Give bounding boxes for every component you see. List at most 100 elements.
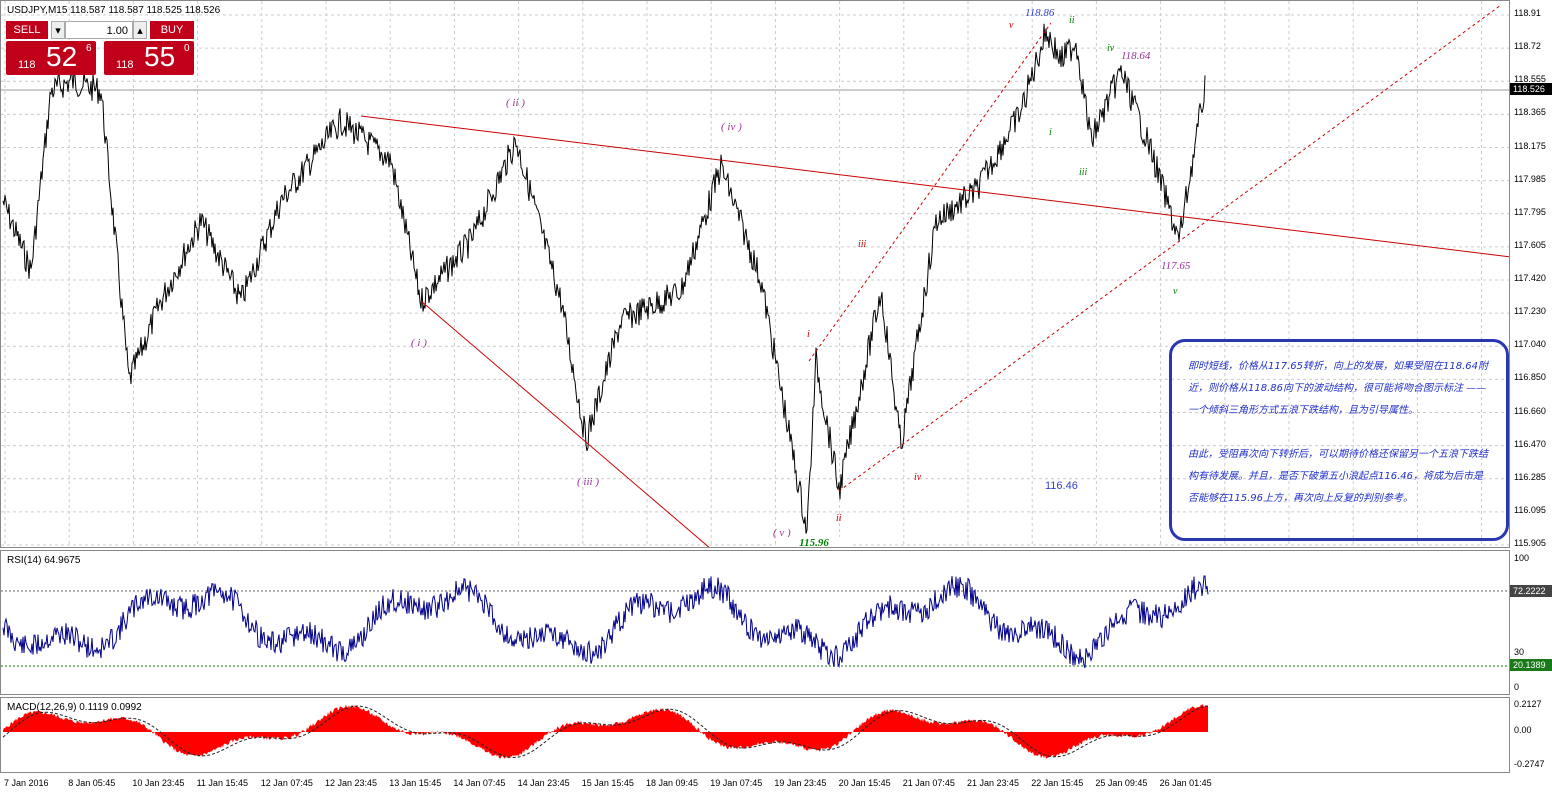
analysis-note: 即时短线，价格从117.65转折，向上的发展，如果受阻在118.64附近，则价格… <box>1169 339 1509 541</box>
current-price-tag: 118.526 <box>1510 83 1552 95</box>
wedge-lower-trendline <box>420 300 710 547</box>
price-tick-label: 118.72 <box>1514 41 1541 52</box>
price-label-116-46: 116.46 <box>1045 480 1078 492</box>
buy-price-box[interactable]: 118 55 0 <box>104 41 194 75</box>
sell-button[interactable]: SELL <box>6 21 48 39</box>
analysis-note-para-2: 由此，受阻再次向下转折后，可以期待价格还保留另一个五浪下跌结构有待发展。并且，是… <box>1188 449 1488 504</box>
price-label-high: 118.86 <box>1025 7 1055 19</box>
buy-price-main: 55 <box>144 41 176 72</box>
price-chart[interactable] <box>1 1 1510 548</box>
buy-button[interactable]: BUY <box>150 21 194 39</box>
wave-label-v: ( v ) <box>773 527 791 539</box>
green-label-iv: iv <box>1107 43 1115 54</box>
wave-label-i: ( i ) <box>411 337 427 349</box>
time-tick-label: 19 Jan 23:45 <box>774 778 827 788</box>
time-tick-label: 10 Jan 23:45 <box>132 778 185 788</box>
green-label-v: v <box>1173 286 1178 297</box>
green-label-ii: ii <box>1069 15 1075 26</box>
price-chart-pane[interactable]: USDJPY,M15 118.587 118.587 118.525 118.5… <box>0 0 1510 548</box>
rsi-low-level-tag: 20.1389 <box>1510 659 1552 671</box>
time-tick-label: 11 Jan 15:45 <box>196 778 248 788</box>
one-click-trading-panel: SELL ▾ 1.00 ▴ BUY 118 52 6 118 55 0 <box>6 21 194 77</box>
price-label-118-64: 118.64 <box>1121 50 1151 62</box>
price-tick-label: 117.605 <box>1514 239 1546 250</box>
rsi-axis: 100 30 0 <box>1510 550 1552 695</box>
red-label-v: v <box>1009 20 1014 31</box>
price-tick-label: 118.365 <box>1514 107 1546 118</box>
time-tick-label: 22 Jan 15:45 <box>1031 778 1084 788</box>
macd-axis: 0.2127 0.00 -0.2747 <box>1510 697 1552 773</box>
wedge-upper-trendline <box>360 115 1509 258</box>
channel-line-1 <box>808 22 1052 362</box>
volume-up-icon[interactable]: ▴ <box>133 21 147 39</box>
sell-price-sup: 6 <box>86 43 92 54</box>
time-tick-label: 25 Jan 09:45 <box>1095 778 1148 788</box>
green-label-i: i <box>1049 127 1052 138</box>
price-tick-label: 116.850 <box>1514 372 1546 383</box>
rsi-pane[interactable]: RSI(14) 64.9675 <box>0 550 1510 695</box>
time-tick-label: 13 Jan 15:45 <box>389 778 442 788</box>
price-series-line <box>2 23 1206 534</box>
channel-line-2 <box>838 4 1502 492</box>
rsi-chart <box>1 575 1509 669</box>
red-label-i: i <box>807 329 810 340</box>
price-tick-label: 117.985 <box>1514 173 1546 184</box>
rsi-title: RSI(14) 64.9675 <box>7 555 81 566</box>
macd-chart <box>2 704 1209 759</box>
price-tick-label: 118.175 <box>1514 140 1546 151</box>
time-tick-label: 26 Jan 01:45 <box>1159 778 1212 788</box>
price-tick-label: 116.660 <box>1514 405 1546 416</box>
chart-title: USDJPY,M15 118.587 118.587 118.525 118.5… <box>7 5 221 16</box>
red-label-ii: ii <box>836 513 842 524</box>
buy-price-prefix: 118 <box>116 59 134 71</box>
macd-axis-top: 0.2127 <box>1514 699 1542 709</box>
time-tick-label: 18 Jan 09:45 <box>646 778 699 788</box>
time-tick-label: 19 Jan 07:45 <box>710 778 763 788</box>
macd-pane[interactable]: MACD(12,26,9) 0.1119 0.0992 <box>0 697 1510 773</box>
rsi-axis-top: 100 <box>1514 553 1530 563</box>
macd-axis-bottom: -0.2747 <box>1514 759 1545 769</box>
wave-label-ii: ( ii ) <box>506 97 525 109</box>
wave-label-iii: ( iii ) <box>577 476 599 488</box>
price-tick-label: 116.470 <box>1514 438 1546 449</box>
sell-price-box[interactable]: 118 52 6 <box>6 41 96 75</box>
red-label-iii: iii <box>858 239 867 250</box>
green-label-iii: iii <box>1079 167 1088 178</box>
macd-histogram <box>3 704 1208 759</box>
price-tick-label: 118.555 <box>1514 74 1546 85</box>
analysis-note-para-1: 即时短线，价格从117.65转折，向上的发展，如果受阻在118.64附近，则价格… <box>1188 361 1488 416</box>
red-label-iv: iv <box>914 472 922 483</box>
rsi-axis-bottom: 0 <box>1514 682 1520 692</box>
price-axis[interactable]: 118.91 118.72 118.555 118.365 118.175 117.985… <box>1510 0 1552 548</box>
rsi-line <box>2 575 1209 669</box>
wave-label-iv: ( iv ) <box>721 121 742 133</box>
time-tick-label: 15 Jan 15:45 <box>581 778 634 788</box>
rsi-axis-mid: 30 <box>1514 647 1525 657</box>
time-tick-label: 21 Jan 23:45 <box>967 778 1020 788</box>
time-tick-label: 21 Jan 07:45 <box>902 778 955 788</box>
time-tick-label: 12 Jan 07:45 <box>260 778 313 788</box>
time-axis[interactable]: 7 Jan 2016 8 Jan 05:45 10 Jan 23:45 11 Jan … <box>0 775 1510 794</box>
time-tick-label: 7 Jan 2016 <box>4 778 49 788</box>
price-tick-label: 117.040 <box>1514 339 1546 350</box>
rsi-high-level-tag: 72.2222 <box>1510 585 1552 597</box>
sell-price-main: 52 <box>46 41 78 72</box>
price-tick-label: 115.905 <box>1514 538 1546 548</box>
price-label-low: 115.96 <box>776 537 852 547</box>
price-label-117-65: 117.65 <box>1161 260 1191 272</box>
price-tick-label: 117.795 <box>1514 206 1546 217</box>
macd-title: MACD(12,26,9) 0.1119 0.0992 <box>7 702 142 713</box>
price-tick-label: 117.420 <box>1514 273 1546 283</box>
volume-down-icon[interactable]: ▾ <box>51 21 65 39</box>
sell-price-prefix: 118 <box>18 59 36 71</box>
time-tick-label: 14 Jan 23:45 <box>517 778 570 788</box>
volume-input[interactable]: 1.00 <box>65 21 133 39</box>
price-tick-label: 116.095 <box>1514 504 1546 515</box>
time-tick-label: 12 Jan 23:45 <box>325 778 378 788</box>
price-tick-label: 118.91 <box>1514 8 1541 18</box>
buy-price-sup: 0 <box>184 43 190 54</box>
time-tick-label: 14 Jan 07:45 <box>453 778 506 788</box>
macd-signal-line <box>2 705 1209 758</box>
price-tick-label: 117.230 <box>1514 306 1546 317</box>
time-tick-label: 20 Jan 15:45 <box>838 778 891 788</box>
